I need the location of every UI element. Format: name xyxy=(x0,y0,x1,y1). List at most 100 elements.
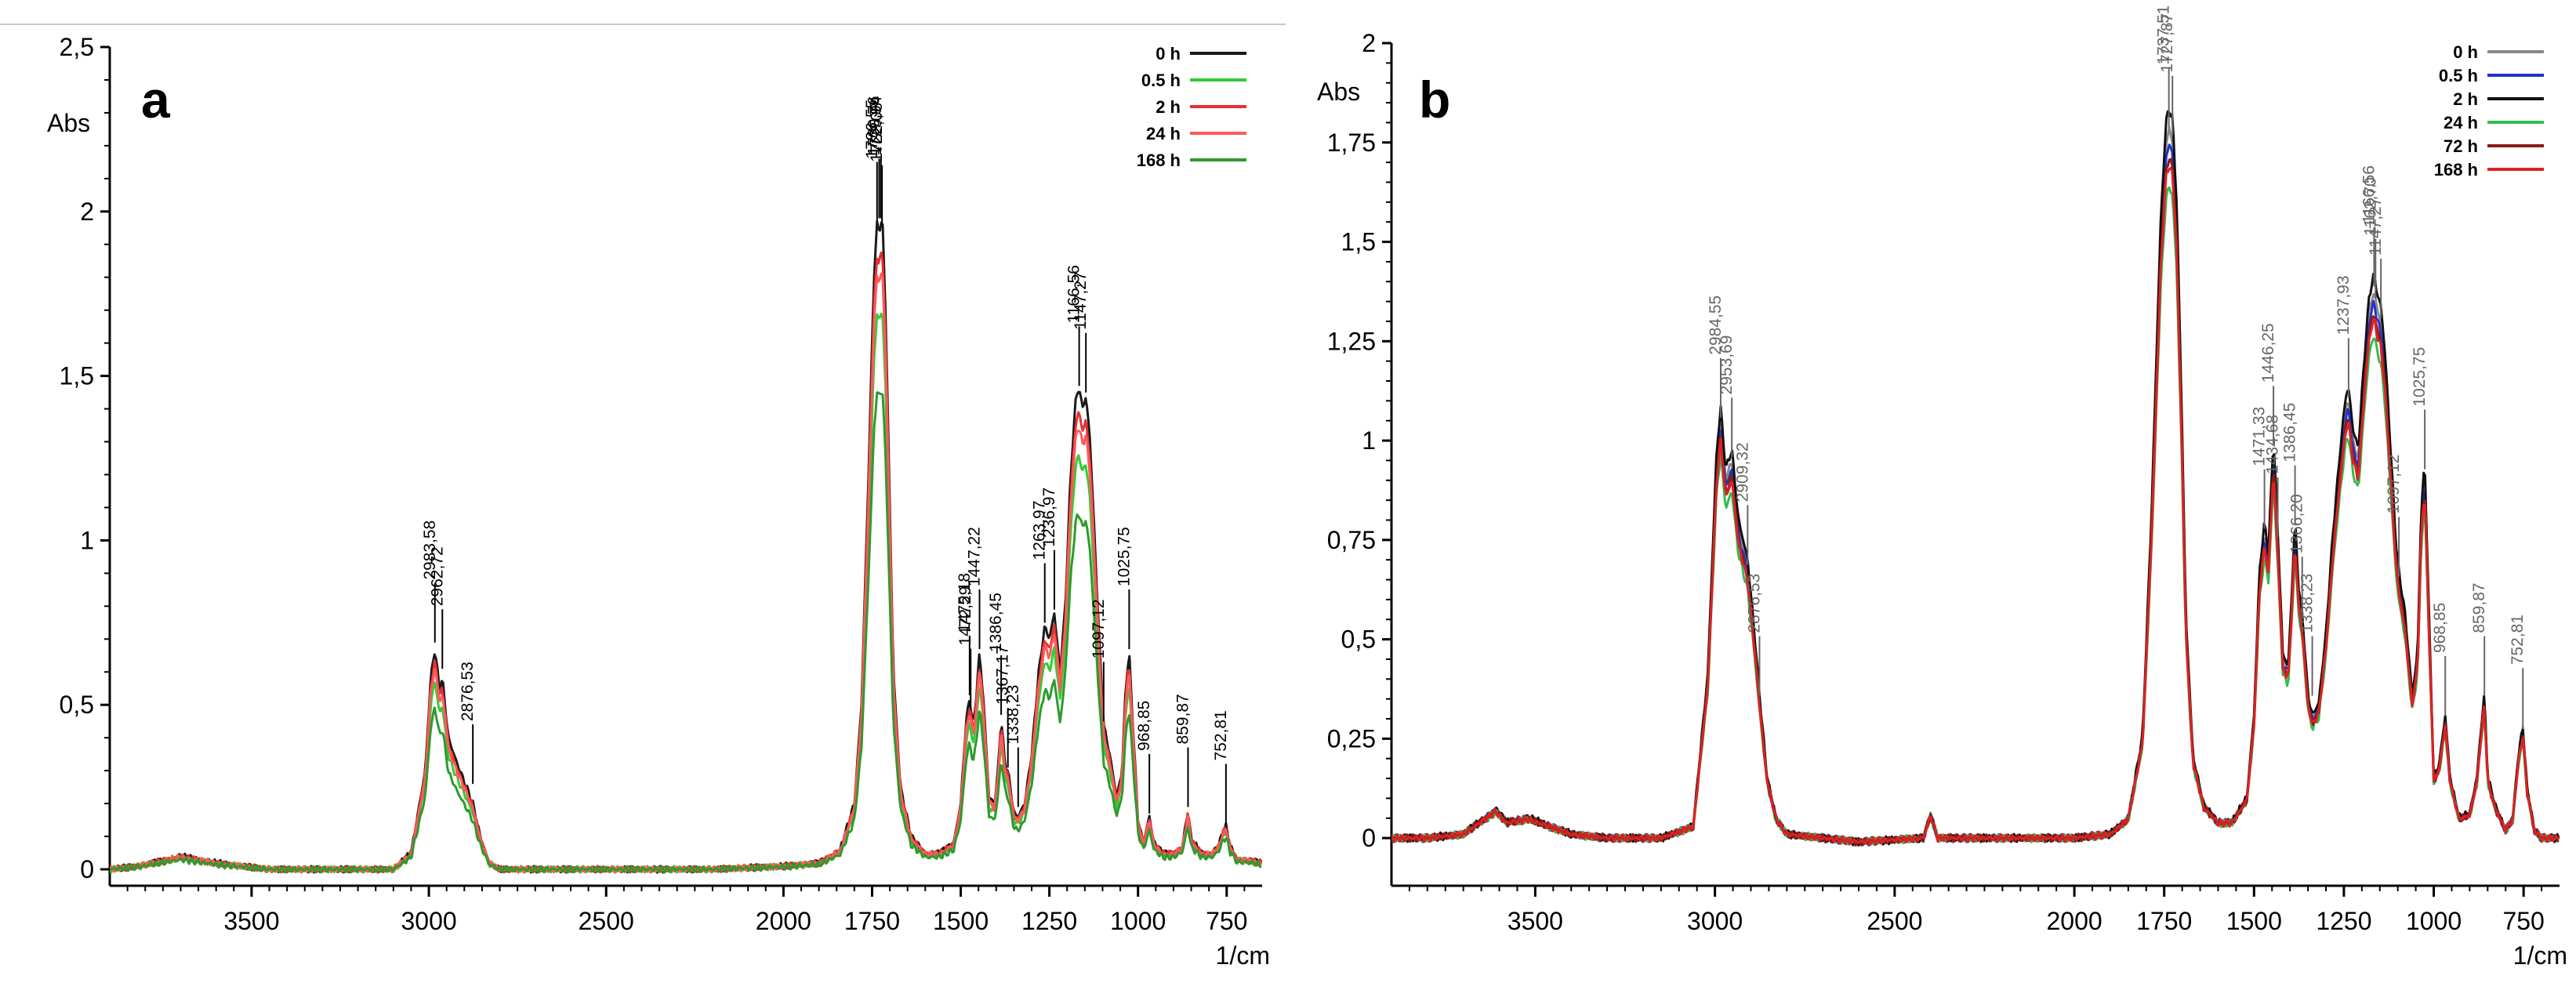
peak-label: 1475,18 xyxy=(956,573,974,633)
series-line-24-h xyxy=(1391,186,2560,846)
series-line-168-h xyxy=(1391,167,2560,847)
x-tick-label: 1000 xyxy=(2406,907,2462,935)
peak-label: 1725,94 xyxy=(867,96,885,155)
peak-label: 2984,55 xyxy=(1707,296,1725,355)
legend-label: 168 h xyxy=(2434,160,2478,180)
peak-label: 1236,97 xyxy=(1040,488,1058,547)
x-axis-label: 1/cm xyxy=(1216,941,1270,970)
peak-label: 1722,08 xyxy=(868,103,886,162)
peak-label: 1386,45 xyxy=(2281,403,2299,462)
legend-label: 24 h xyxy=(1146,124,1181,143)
legend-label: 0 h xyxy=(1156,44,1181,63)
peak-label: 2962,72 xyxy=(428,546,446,606)
panel-label: a xyxy=(141,71,171,129)
x-tick-label: 1250 xyxy=(1021,907,1077,935)
peak-label: 2909,32 xyxy=(1733,442,1751,502)
peak-label: 1386,45 xyxy=(987,593,1005,652)
peak-label: 1730,76 xyxy=(865,96,883,155)
series-line-72-h xyxy=(1391,158,2560,847)
peak-label: 859,87 xyxy=(2470,582,2488,633)
peak-label: 1737,51 xyxy=(2155,5,2173,65)
x-tick-label: 2000 xyxy=(2046,907,2102,935)
series-line-24-h xyxy=(110,272,1262,874)
legend-label: 24 h xyxy=(2444,113,2478,132)
x-tick-label: 2500 xyxy=(579,907,634,935)
x-tick-label: 1250 xyxy=(2316,907,2371,935)
y-tick-label: 0 xyxy=(1362,824,1376,852)
legend-label: 0.5 h xyxy=(2439,66,2478,85)
chart-panel-b: 0 0,25 0,5 0,75 1 1,25 1,5 1,75 2 3500 3000 2500 200… xyxy=(1317,5,2567,970)
peak-label: 1367,17 xyxy=(994,645,1012,705)
x-tick-label: 1000 xyxy=(1110,907,1166,935)
legend-label: 2 h xyxy=(1156,97,1181,117)
y-tick-label: 2 xyxy=(80,198,94,226)
peak-label: 2876,53 xyxy=(1745,574,1763,633)
x-tick-label: 3500 xyxy=(1508,907,1563,935)
panel-label: b xyxy=(1419,71,1450,129)
x-tick-label: 750 xyxy=(2502,907,2544,935)
peak-label: 1166,56 xyxy=(2360,165,2378,223)
peak-label: 1736,55 xyxy=(863,100,881,159)
y-tick-label: 2 xyxy=(1362,29,1376,57)
x-tick-label: 1500 xyxy=(2226,907,2282,935)
y-axis-label: Abs xyxy=(47,109,90,137)
legend-label: 168 h xyxy=(1137,150,1181,170)
peak-label: 752,81 xyxy=(2509,615,2527,665)
peak-label: 1025,75 xyxy=(1115,527,1133,586)
legend-label: 2 h xyxy=(2453,89,2478,109)
y-tick-label: 1 xyxy=(80,526,94,554)
peak-label: 1366,20 xyxy=(2288,494,2306,553)
y-tick-label: 1,75 xyxy=(1327,129,1376,157)
y-tick-label: 1 xyxy=(1362,426,1376,455)
peak-label: 1447,22 xyxy=(966,527,984,586)
peak-label: 1147,27 xyxy=(2367,198,2385,256)
peak-label: 2983,58 xyxy=(421,520,439,580)
peak-label: 1263,97 xyxy=(1031,501,1049,560)
peak-label: 1446,25 xyxy=(2259,323,2277,383)
y-tick-label: 0,75 xyxy=(1327,526,1376,554)
peak-label: 968,85 xyxy=(1135,701,1153,751)
y-tick-label: 0 xyxy=(80,855,94,883)
peak-label: 1162,70 xyxy=(2361,177,2379,235)
peak-label: 859,87 xyxy=(1174,694,1192,744)
peak-label: 1338,23 xyxy=(1004,685,1022,745)
y-tick-label: 1,25 xyxy=(1327,327,1376,355)
legend-label: 72 h xyxy=(2444,136,2478,156)
peak-label: 1097,12 xyxy=(1090,599,1108,658)
peak-label: 1237,93 xyxy=(2335,275,2353,335)
peak-label: 1727,87 xyxy=(2158,13,2176,73)
peak-label: 1338,23 xyxy=(2298,574,2317,633)
y-tick-label: 1,5 xyxy=(60,362,94,390)
series-line-0-5-h xyxy=(110,312,1262,874)
y-axis-label: Abs xyxy=(1317,78,1360,106)
x-tick-label: 3500 xyxy=(223,907,279,935)
legend-label: 0 h xyxy=(2453,42,2478,62)
peak-label: 1471,33 xyxy=(2251,407,2269,466)
peak-label: 1434,68 xyxy=(2264,415,2282,474)
series-line-168-h xyxy=(110,391,1262,874)
x-tick-label: 1750 xyxy=(844,907,900,935)
peak-label: 2876,53 xyxy=(459,662,477,721)
peak-label: 968,85 xyxy=(2431,603,2449,653)
peak-label: 1097,12 xyxy=(2385,455,2403,514)
y-tick-label: 1,5 xyxy=(1341,228,1376,256)
x-tick-label: 2500 xyxy=(1867,907,1922,935)
x-tick-label: 1750 xyxy=(2136,907,2192,935)
y-tick-label: 2,5 xyxy=(60,33,94,61)
x-tick-label: 2000 xyxy=(756,907,811,935)
peak-label: 752,81 xyxy=(1212,710,1230,760)
legend-label: 0.5 h xyxy=(1141,71,1181,90)
x-tick-label: 1500 xyxy=(933,907,989,935)
x-tick-label: 3000 xyxy=(1687,907,1743,935)
y-tick-label: 0,25 xyxy=(1327,724,1376,752)
series-line-2-h xyxy=(110,251,1262,874)
x-tick-label: 750 xyxy=(1206,907,1247,935)
y-tick-label: 0,5 xyxy=(60,691,94,719)
peak-label: 2953,69 xyxy=(1718,335,1736,395)
y-tick-label: 0,5 xyxy=(1341,626,1376,654)
peak-label: 1025,75 xyxy=(2411,347,2429,407)
peak-label: 1166,56 xyxy=(1065,265,1083,323)
x-tick-label: 3000 xyxy=(401,907,456,935)
